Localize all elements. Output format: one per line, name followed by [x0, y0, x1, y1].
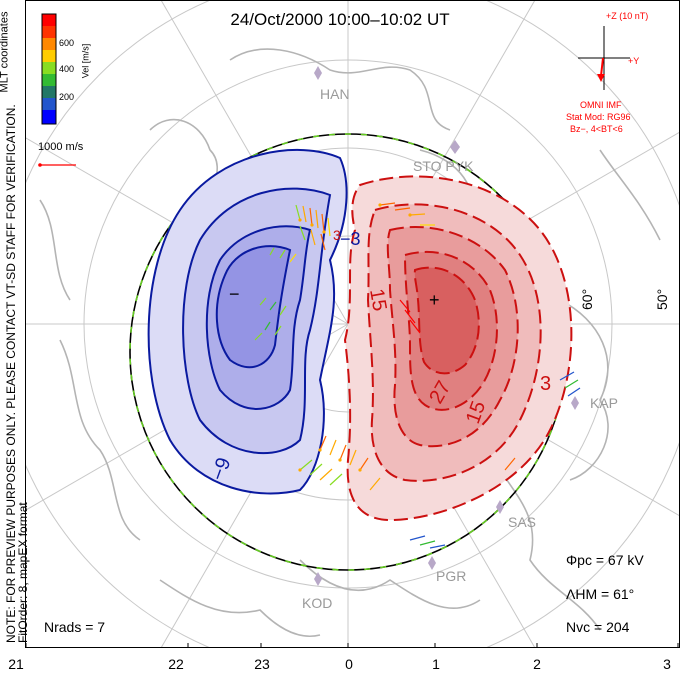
contour-label-pos5: 3: [333, 227, 341, 243]
station-kap: KAP: [590, 395, 619, 411]
station-han: HAN: [320, 86, 350, 102]
imf-y-label: +Y: [628, 56, 640, 66]
fit-order-note: FitOrder: 8, mapEX format: [16, 502, 30, 643]
lat-label-60: 60°: [579, 289, 595, 310]
imf-z-label: +Z (10 nT): [606, 11, 649, 21]
negative-potential-cell: [147, 148, 348, 495]
mlt-tick-21: 21: [8, 656, 24, 672]
positive-potential-cell: [343, 175, 573, 522]
side-note: NOTE: FOR PREVIEW PURPOSES ONLY. PLEASE …: [4, 13, 30, 643]
mlt-tick-0: 0: [345, 656, 353, 672]
mlt-tick-3: 3: [663, 656, 671, 672]
contour-label-pos4: 3: [540, 373, 551, 395]
potential-max-marker: +: [429, 290, 440, 310]
stat-n-vc: Nvc = 204: [566, 619, 630, 635]
imf-model: Stat Mod: RG96: [566, 112, 631, 122]
velocity-vectors: [254, 202, 581, 549]
station-pgr: PGR: [436, 568, 467, 584]
mlt-tick-23: 23: [254, 656, 270, 672]
colorbar-unit: Vel [m/s]: [80, 43, 91, 79]
colorbar-tick-600: 600: [59, 38, 75, 48]
vector-dots: [298, 203, 412, 472]
stat-n-rads: Nrads = 7: [44, 619, 106, 635]
velocity-colorbar: [41, 13, 57, 125]
imf-bz-condition: Bz−, 4<BT<6: [570, 124, 623, 134]
imf-dial: [578, 26, 630, 90]
mlt-tick-2: 2: [533, 656, 541, 672]
station-markers: [314, 66, 579, 586]
mlt-axis-ticks: [25, 643, 679, 648]
station-sto-pyk: STO PYK: [413, 158, 474, 174]
map-title: 24/Oct/2000 10:00–10:02 UT: [230, 10, 450, 29]
mlt-tick-1: 1: [432, 656, 440, 672]
station-kod: KOD: [302, 595, 333, 611]
imf-source: OMNI IMF: [580, 100, 622, 110]
potential-min-marker: −: [229, 284, 240, 304]
stat-lambda-hm: ΛHM = 61°: [566, 586, 635, 602]
stat-phi-pc: Φpc = 67 kV: [566, 552, 644, 568]
mlt-tick-22: 22: [168, 656, 184, 672]
lat-label-50: 50°: [654, 289, 670, 310]
colorbar-tick-400: 400: [59, 64, 75, 74]
station-sas: SAS: [508, 514, 537, 530]
contour-label-neg2: −3: [340, 229, 361, 249]
colorbar-tick-200: 200: [59, 92, 75, 102]
velocity-scale-label: 1000 m/s: [38, 141, 84, 153]
mlt-coordinates-label: MLT coordinates: [0, 11, 11, 93]
velocity-scale-bar: [38, 163, 76, 167]
contour-label-pos: 15: [365, 287, 391, 313]
